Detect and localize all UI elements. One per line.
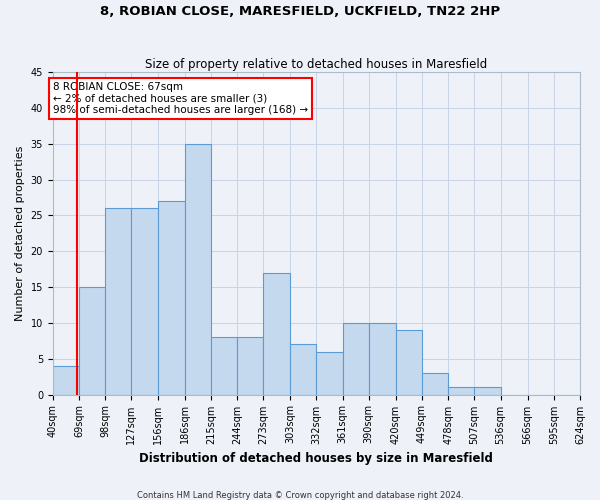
- Text: Contains HM Land Registry data © Crown copyright and database right 2024.: Contains HM Land Registry data © Crown c…: [137, 490, 463, 500]
- Bar: [316, 352, 343, 395]
- Bar: [343, 323, 369, 394]
- Bar: [475, 388, 500, 394]
- Bar: [79, 287, 105, 395]
- Bar: [290, 344, 316, 395]
- Bar: [105, 208, 131, 394]
- Bar: [396, 330, 422, 394]
- Bar: [263, 273, 290, 394]
- Title: Size of property relative to detached houses in Maresfield: Size of property relative to detached ho…: [145, 58, 488, 71]
- Text: 8, ROBIAN CLOSE, MARESFIELD, UCKFIELD, TN22 2HP: 8, ROBIAN CLOSE, MARESFIELD, UCKFIELD, T…: [100, 5, 500, 18]
- Bar: [211, 338, 237, 394]
- Bar: [448, 388, 475, 394]
- Y-axis label: Number of detached properties: Number of detached properties: [15, 146, 25, 321]
- Bar: [53, 366, 79, 394]
- X-axis label: Distribution of detached houses by size in Maresfield: Distribution of detached houses by size …: [139, 452, 493, 465]
- Bar: [237, 338, 263, 394]
- Bar: [369, 323, 396, 394]
- Bar: [422, 373, 448, 394]
- Bar: [185, 144, 211, 395]
- Bar: [158, 201, 185, 394]
- Bar: [131, 208, 157, 394]
- Text: 8 ROBIAN CLOSE: 67sqm
← 2% of detached houses are smaller (3)
98% of semi-detach: 8 ROBIAN CLOSE: 67sqm ← 2% of detached h…: [53, 82, 308, 115]
